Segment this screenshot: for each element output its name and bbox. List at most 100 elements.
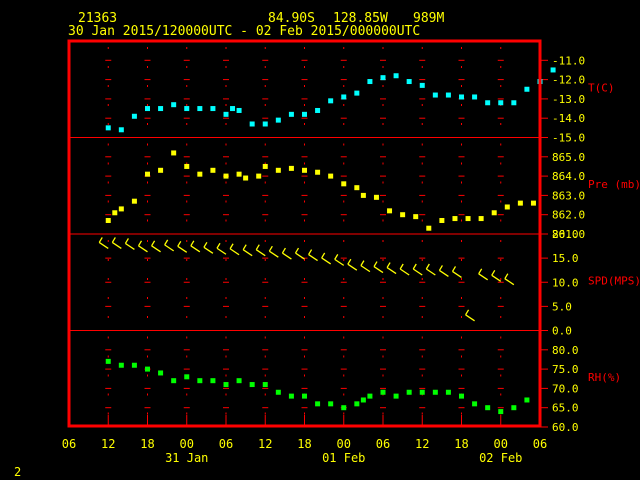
x-tick-label: 18 (140, 437, 154, 451)
data-point (498, 100, 504, 106)
data-point (262, 121, 268, 127)
wind-barb (399, 268, 410, 276)
data-point (354, 90, 360, 96)
wind-barb-flag (491, 269, 496, 276)
data-point (419, 82, 425, 88)
data-point (328, 401, 334, 407)
x-tick-label: 12 (415, 437, 429, 451)
data-point (387, 208, 393, 214)
data-point (341, 405, 347, 411)
wind-barb-flag (451, 266, 457, 272)
data-point (524, 397, 530, 403)
wind-barb-flag (504, 273, 509, 279)
data-point (524, 86, 530, 92)
y-tick-label: -11.0 (552, 54, 585, 67)
wind-barb (491, 274, 502, 282)
data-point (413, 214, 419, 220)
x-tick-label: 18 (454, 437, 468, 451)
wind-barb (190, 245, 201, 253)
data-point (472, 94, 478, 100)
wind-barb-flag (465, 309, 470, 316)
data-point (367, 393, 373, 399)
data-point (223, 173, 229, 179)
wind-barb (138, 245, 148, 253)
y-tick-label: 0.0 (552, 325, 572, 338)
wind-barb-flag (242, 244, 247, 251)
wind-barb-flag (321, 252, 326, 259)
y-tick-label: 864.0 (552, 170, 585, 183)
data-point (243, 175, 249, 181)
data-point (171, 102, 177, 108)
y-tick-label: 80.0 (552, 344, 579, 357)
data-point (197, 171, 203, 177)
data-point (511, 100, 517, 106)
wind-barb (255, 249, 266, 257)
y-tick-label: 861.0 (552, 228, 585, 241)
x-tick-label: 06 (219, 437, 233, 451)
data-point (210, 106, 216, 112)
panel-label: SPD(MPS) (588, 274, 640, 287)
y-tick-label: 70.0 (552, 382, 579, 395)
wind-barb (229, 248, 240, 256)
y-tick-label: 863.0 (552, 189, 585, 202)
wind-barb-flag (151, 240, 156, 247)
data-point (550, 67, 556, 73)
data-point (380, 389, 386, 395)
data-point (288, 111, 294, 117)
wind-barb (216, 247, 227, 255)
data-point (315, 401, 321, 407)
data-point (406, 389, 412, 395)
data-point (262, 382, 268, 388)
wind-barb (425, 268, 436, 276)
wind-barb (347, 263, 358, 271)
x-axis: 06 12 18 00 06 12 18 00 06 12 18 00 06 31 Jan 01 Feb 02… (62, 415, 547, 465)
wind-barb (386, 267, 397, 275)
panel-rh: 80.0 75.0 70.0 65.0 60.0 RH(%) (69, 330, 621, 434)
wind-barb (504, 278, 515, 286)
wind-barb (452, 270, 462, 278)
data-point (485, 405, 491, 411)
y-tick-label: 20.0 (552, 228, 579, 241)
data-point (328, 173, 334, 179)
station-id: 21363 (78, 11, 117, 26)
corner-label: 2 (14, 465, 21, 479)
data-point (432, 389, 438, 395)
x-tick-label: 12 (258, 437, 272, 451)
x-tick-label: 00 (337, 437, 351, 451)
data-point (184, 163, 190, 169)
data-point (249, 382, 255, 388)
y-tick-label: -13.0 (552, 93, 585, 106)
data-point (393, 393, 399, 399)
data-point (380, 75, 386, 81)
data-point (118, 127, 124, 133)
data-point (354, 185, 360, 191)
data-point (472, 401, 478, 407)
data-point (288, 165, 294, 171)
x-tick-label: 06 (533, 437, 547, 451)
data-point (262, 163, 268, 169)
data-point (406, 79, 412, 85)
wind-barb (111, 241, 122, 250)
data-point (459, 94, 464, 100)
data-point (118, 206, 124, 212)
data-point (302, 111, 307, 117)
wind-barb-flag (190, 240, 195, 247)
data-point (171, 150, 177, 156)
wind-barb-flag (281, 247, 286, 254)
y-tick-label: 65.0 (552, 402, 579, 415)
data-point (504, 204, 510, 210)
wind-barb-flag (478, 268, 483, 275)
data-point (275, 389, 281, 395)
data-point (223, 382, 229, 388)
data-point (249, 121, 255, 127)
wind-barb-flag (294, 247, 300, 254)
data-point (236, 171, 242, 177)
y-tick-label: 5.0 (552, 300, 572, 313)
wind-barb (242, 249, 253, 257)
data-point (230, 106, 236, 112)
longitude: 128.85W (333, 11, 388, 26)
data-point (197, 378, 203, 384)
data-point (105, 358, 111, 364)
wind-barb (478, 273, 489, 281)
